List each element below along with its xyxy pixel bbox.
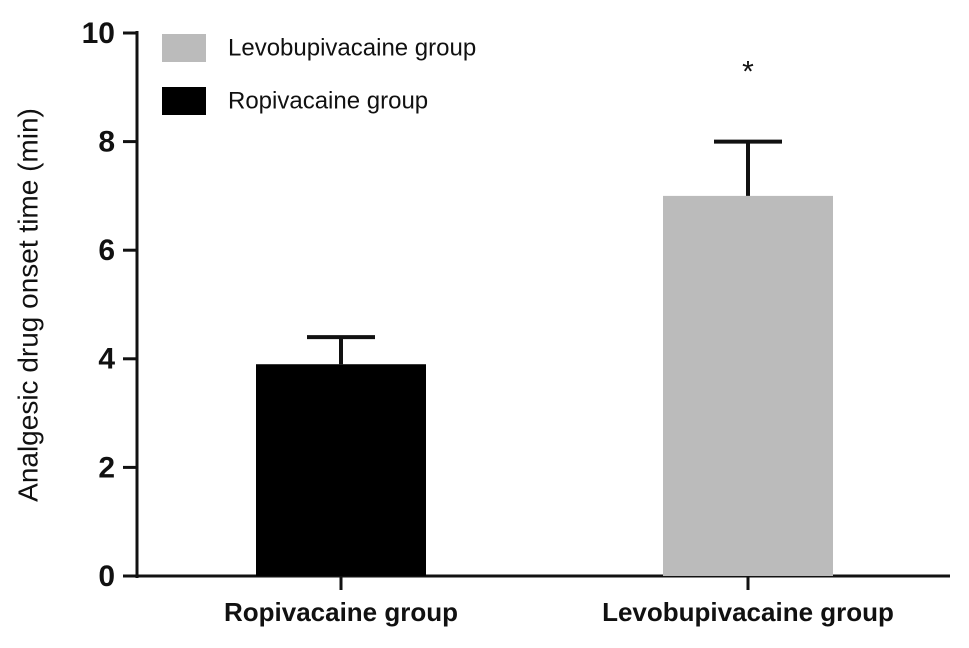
legend-label: Ropivacaine group — [228, 87, 428, 114]
y-tick-label: 2 — [98, 451, 115, 484]
y-tick-label: 4 — [98, 343, 115, 376]
error-bar — [714, 139, 782, 196]
x-tick-label: Ropivacaine group — [224, 597, 458, 627]
significance-marker: * — [742, 56, 754, 89]
y-tick-label: 0 — [98, 560, 115, 593]
bar — [663, 195, 833, 576]
y-tick-label: 6 — [98, 234, 115, 267]
legend-label: Levobupivacaine group — [228, 34, 476, 61]
legend-swatch — [162, 87, 206, 115]
x-tick-label: Levobupivacaine group — [602, 597, 894, 627]
y-tick-label: 10 — [82, 17, 115, 50]
y-axis-label: Analgesic drug onset time (min) — [12, 108, 43, 502]
bar — [256, 364, 426, 576]
legend-swatch — [162, 34, 206, 62]
error-bar — [307, 335, 375, 365]
y-tick-label: 8 — [98, 126, 115, 159]
